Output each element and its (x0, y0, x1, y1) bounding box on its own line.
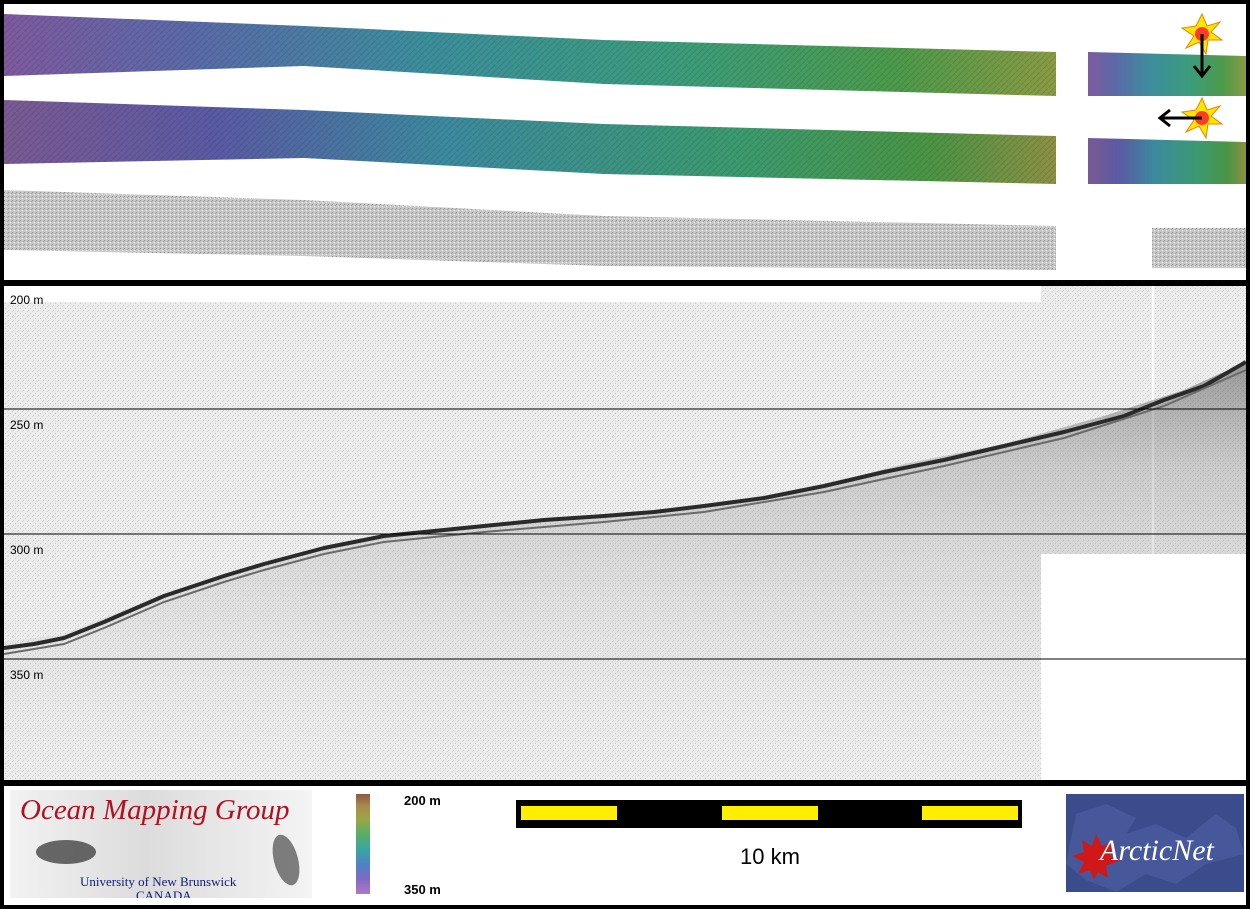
depth-colorbar (356, 794, 370, 894)
seafloor-shadow-icon (36, 834, 300, 886)
ocean-mapping-group-university: University of New Brunswick (80, 874, 237, 889)
scale-bar-label: 10 km (740, 844, 800, 869)
bathymetry-strip-1-texture (4, 14, 1056, 96)
sun-arrow-down-icon (1180, 12, 1224, 79)
colorbar-bottom-label: 350 m (404, 882, 441, 897)
depth-label-300: 300 m (10, 543, 43, 557)
colorbar-top-label: 200 m (404, 793, 441, 808)
bathymetry-strip-1-right (1088, 52, 1246, 96)
ocean-mapping-group-logo: Ocean Mapping Group University of New Br… (10, 790, 312, 898)
seafloor-reflector (4, 360, 1246, 650)
bathymetry-strip-2-texture (4, 100, 1056, 184)
depth-label-200: 200 m (10, 293, 43, 307)
subbottom-profile-panel: 200 m 250 m 300 m 350 m (4, 286, 1246, 780)
depth-label-250: 250 m (10, 418, 43, 432)
arcticnet-logo: ArcticNet (1066, 794, 1244, 892)
seafloor-reflector-shadow (4, 369, 1246, 655)
depth-label-350: 350 m (10, 668, 43, 682)
swath-strips (4, 12, 1246, 270)
sun-arrow-left-icon (1157, 96, 1224, 140)
sidescan-strip (4, 190, 1056, 270)
arcticnet-wordmark: ArcticNet (1100, 834, 1214, 867)
subbottom-profile: 200 m 250 m 300 m 350 m (4, 286, 1246, 780)
ocean-mapping-group-country: CANADA (136, 888, 192, 898)
scale-bar (516, 800, 1022, 828)
subbottom-returns (4, 362, 1246, 780)
swath-panel (4, 4, 1246, 280)
legend-panel: Ocean Mapping Group University of New Br… (4, 786, 1246, 905)
ocean-mapping-group-title: Ocean Mapping Group (20, 794, 290, 826)
sidescan-strip-right (1152, 228, 1246, 268)
bathymetry-strip-2-right (1088, 138, 1246, 184)
maple-leaf-icon (1066, 804, 1244, 892)
